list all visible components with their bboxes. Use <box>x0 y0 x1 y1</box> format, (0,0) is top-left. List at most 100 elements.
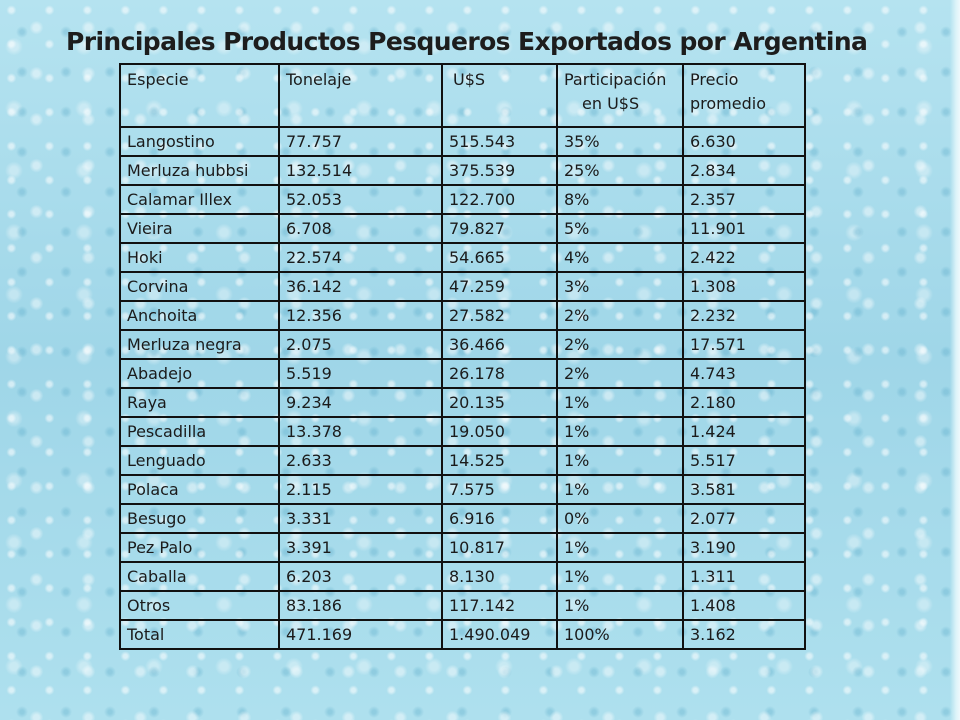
cell-tonelaje: 52.053 <box>278 184 443 215</box>
cell-tonelaje: 2.115 <box>278 474 443 505</box>
table-body: Langostino 77.757 515.543 35% 6.630 Merluza h… <box>119 126 806 650</box>
cell-usd: 117.142 <box>441 590 558 621</box>
cell-especie: Raya <box>119 387 280 418</box>
cell-participacion: 25% <box>556 155 684 186</box>
cell-tonelaje: 77.757 <box>278 126 443 157</box>
cell-especie: Corvina <box>119 271 280 302</box>
cell-tonelaje: 36.142 <box>278 271 443 302</box>
exports-table: Especie Tonelaje U$S Participación en U$… <box>119 63 806 650</box>
cell-participacion: 100% <box>556 619 684 650</box>
cell-especie: Langostino <box>119 126 280 157</box>
cell-participacion: 4% <box>556 242 684 273</box>
cell-precio: 5.517 <box>682 445 806 476</box>
cell-tonelaje: 12.356 <box>278 300 443 331</box>
cell-tonelaje: 132.514 <box>278 155 443 186</box>
table-row: Merluza negra 2.075 36.466 2% 17.571 <box>119 329 806 360</box>
table-row: Calamar Illex 52.053 122.700 8% 2.357 <box>119 184 806 215</box>
cell-usd: 8.130 <box>441 561 558 592</box>
cell-participacion: 1% <box>556 387 684 418</box>
cell-precio: 1.408 <box>682 590 806 621</box>
cell-especie: Total <box>119 619 280 650</box>
cell-especie: Pescadilla <box>119 416 280 447</box>
cell-tonelaje: 6.203 <box>278 561 443 592</box>
header-especie-label: Especie <box>127 70 189 89</box>
cell-tonelaje: 6.708 <box>278 213 443 244</box>
cell-usd: 47.259 <box>441 271 558 302</box>
cell-usd: 515.543 <box>441 126 558 157</box>
cell-participacion: 2% <box>556 329 684 360</box>
cell-tonelaje: 2.075 <box>278 329 443 360</box>
header-usd: U$S <box>441 63 558 128</box>
cell-especie: Besugo <box>119 503 280 534</box>
cell-participacion: 2% <box>556 358 684 389</box>
table-row: Besugo 3.331 6.916 0% 2.077 <box>119 503 806 534</box>
cell-precio: 1.308 <box>682 271 806 302</box>
cell-tonelaje: 2.633 <box>278 445 443 476</box>
table-row: Anchoita 12.356 27.582 2% 2.232 <box>119 300 806 331</box>
cell-especie: Caballa <box>119 561 280 592</box>
cell-participacion: 1% <box>556 561 684 592</box>
cell-participacion: 8% <box>556 184 684 215</box>
cell-participacion: 2% <box>556 300 684 331</box>
header-participacion-line1: Participación <box>564 70 667 89</box>
cell-especie: Abadejo <box>119 358 280 389</box>
cell-tonelaje: 13.378 <box>278 416 443 447</box>
cell-precio: 3.190 <box>682 532 806 563</box>
cell-usd: 10.817 <box>441 532 558 563</box>
cell-usd: 122.700 <box>441 184 558 215</box>
cell-participacion: 0% <box>556 503 684 534</box>
cell-participacion: 1% <box>556 532 684 563</box>
table-row: Langostino 77.757 515.543 35% 6.630 <box>119 126 806 157</box>
cell-precio: 2.357 <box>682 184 806 215</box>
cell-usd: 26.178 <box>441 358 558 389</box>
cell-especie: Merluza negra <box>119 329 280 360</box>
cell-especie: Hoki <box>119 242 280 273</box>
cell-usd: 27.582 <box>441 300 558 331</box>
cell-usd: 14.525 <box>441 445 558 476</box>
table-row: Polaca 2.115 7.575 1% 3.581 <box>119 474 806 505</box>
cell-especie: Anchoita <box>119 300 280 331</box>
table-row: Caballa 6.203 8.130 1% 1.311 <box>119 561 806 592</box>
cell-precio: 2.232 <box>682 300 806 331</box>
header-precio: Precio promedio <box>682 63 806 128</box>
cell-participacion: 3% <box>556 271 684 302</box>
table-row: Total 471.169 1.490.049 100% 3.162 <box>119 619 806 650</box>
header-tonelaje-label: Tonelaje <box>286 70 352 89</box>
table-row: Raya 9.234 20.135 1% 2.180 <box>119 387 806 418</box>
cell-precio: 2.422 <box>682 242 806 273</box>
cell-participacion: 35% <box>556 126 684 157</box>
cell-precio: 1.311 <box>682 561 806 592</box>
cell-especie: Lenguado <box>119 445 280 476</box>
cell-precio: 11.901 <box>682 213 806 244</box>
cell-precio: 17.571 <box>682 329 806 360</box>
cell-precio: 2.180 <box>682 387 806 418</box>
cell-precio: 6.630 <box>682 126 806 157</box>
cell-usd: 19.050 <box>441 416 558 447</box>
cell-tonelaje: 3.331 <box>278 503 443 534</box>
slide-title: Principales Productos Pesqueros Exportad… <box>66 27 868 56</box>
cell-especie: Polaca <box>119 474 280 505</box>
cell-usd: 375.539 <box>441 155 558 186</box>
cell-tonelaje: 471.169 <box>278 619 443 650</box>
cell-participacion: 5% <box>556 213 684 244</box>
table-row: Corvina 36.142 47.259 3% 1.308 <box>119 271 806 302</box>
cell-precio: 3.162 <box>682 619 806 650</box>
table-row: Lenguado 2.633 14.525 1% 5.517 <box>119 445 806 476</box>
cell-especie: Merluza hubbsi <box>119 155 280 186</box>
cell-precio: 2.834 <box>682 155 806 186</box>
table-row: Pez Palo 3.391 10.817 1% 3.190 <box>119 532 806 563</box>
cell-precio: 3.581 <box>682 474 806 505</box>
cell-precio: 4.743 <box>682 358 806 389</box>
table-row: Otros 83.186 117.142 1% 1.408 <box>119 590 806 621</box>
cell-tonelaje: 22.574 <box>278 242 443 273</box>
table-row: Pescadilla 13.378 19.050 1% 1.424 <box>119 416 806 447</box>
header-participacion: Participación en U$S <box>556 63 684 128</box>
cell-participacion: 1% <box>556 416 684 447</box>
cell-tonelaje: 3.391 <box>278 532 443 563</box>
table-row: Abadejo 5.519 26.178 2% 4.743 <box>119 358 806 389</box>
cell-participacion: 1% <box>556 445 684 476</box>
cell-precio: 2.077 <box>682 503 806 534</box>
header-precio-line1: Precio <box>690 70 739 89</box>
table-header-row: Especie Tonelaje U$S Participación en U$… <box>119 63 806 128</box>
cell-usd: 54.665 <box>441 242 558 273</box>
